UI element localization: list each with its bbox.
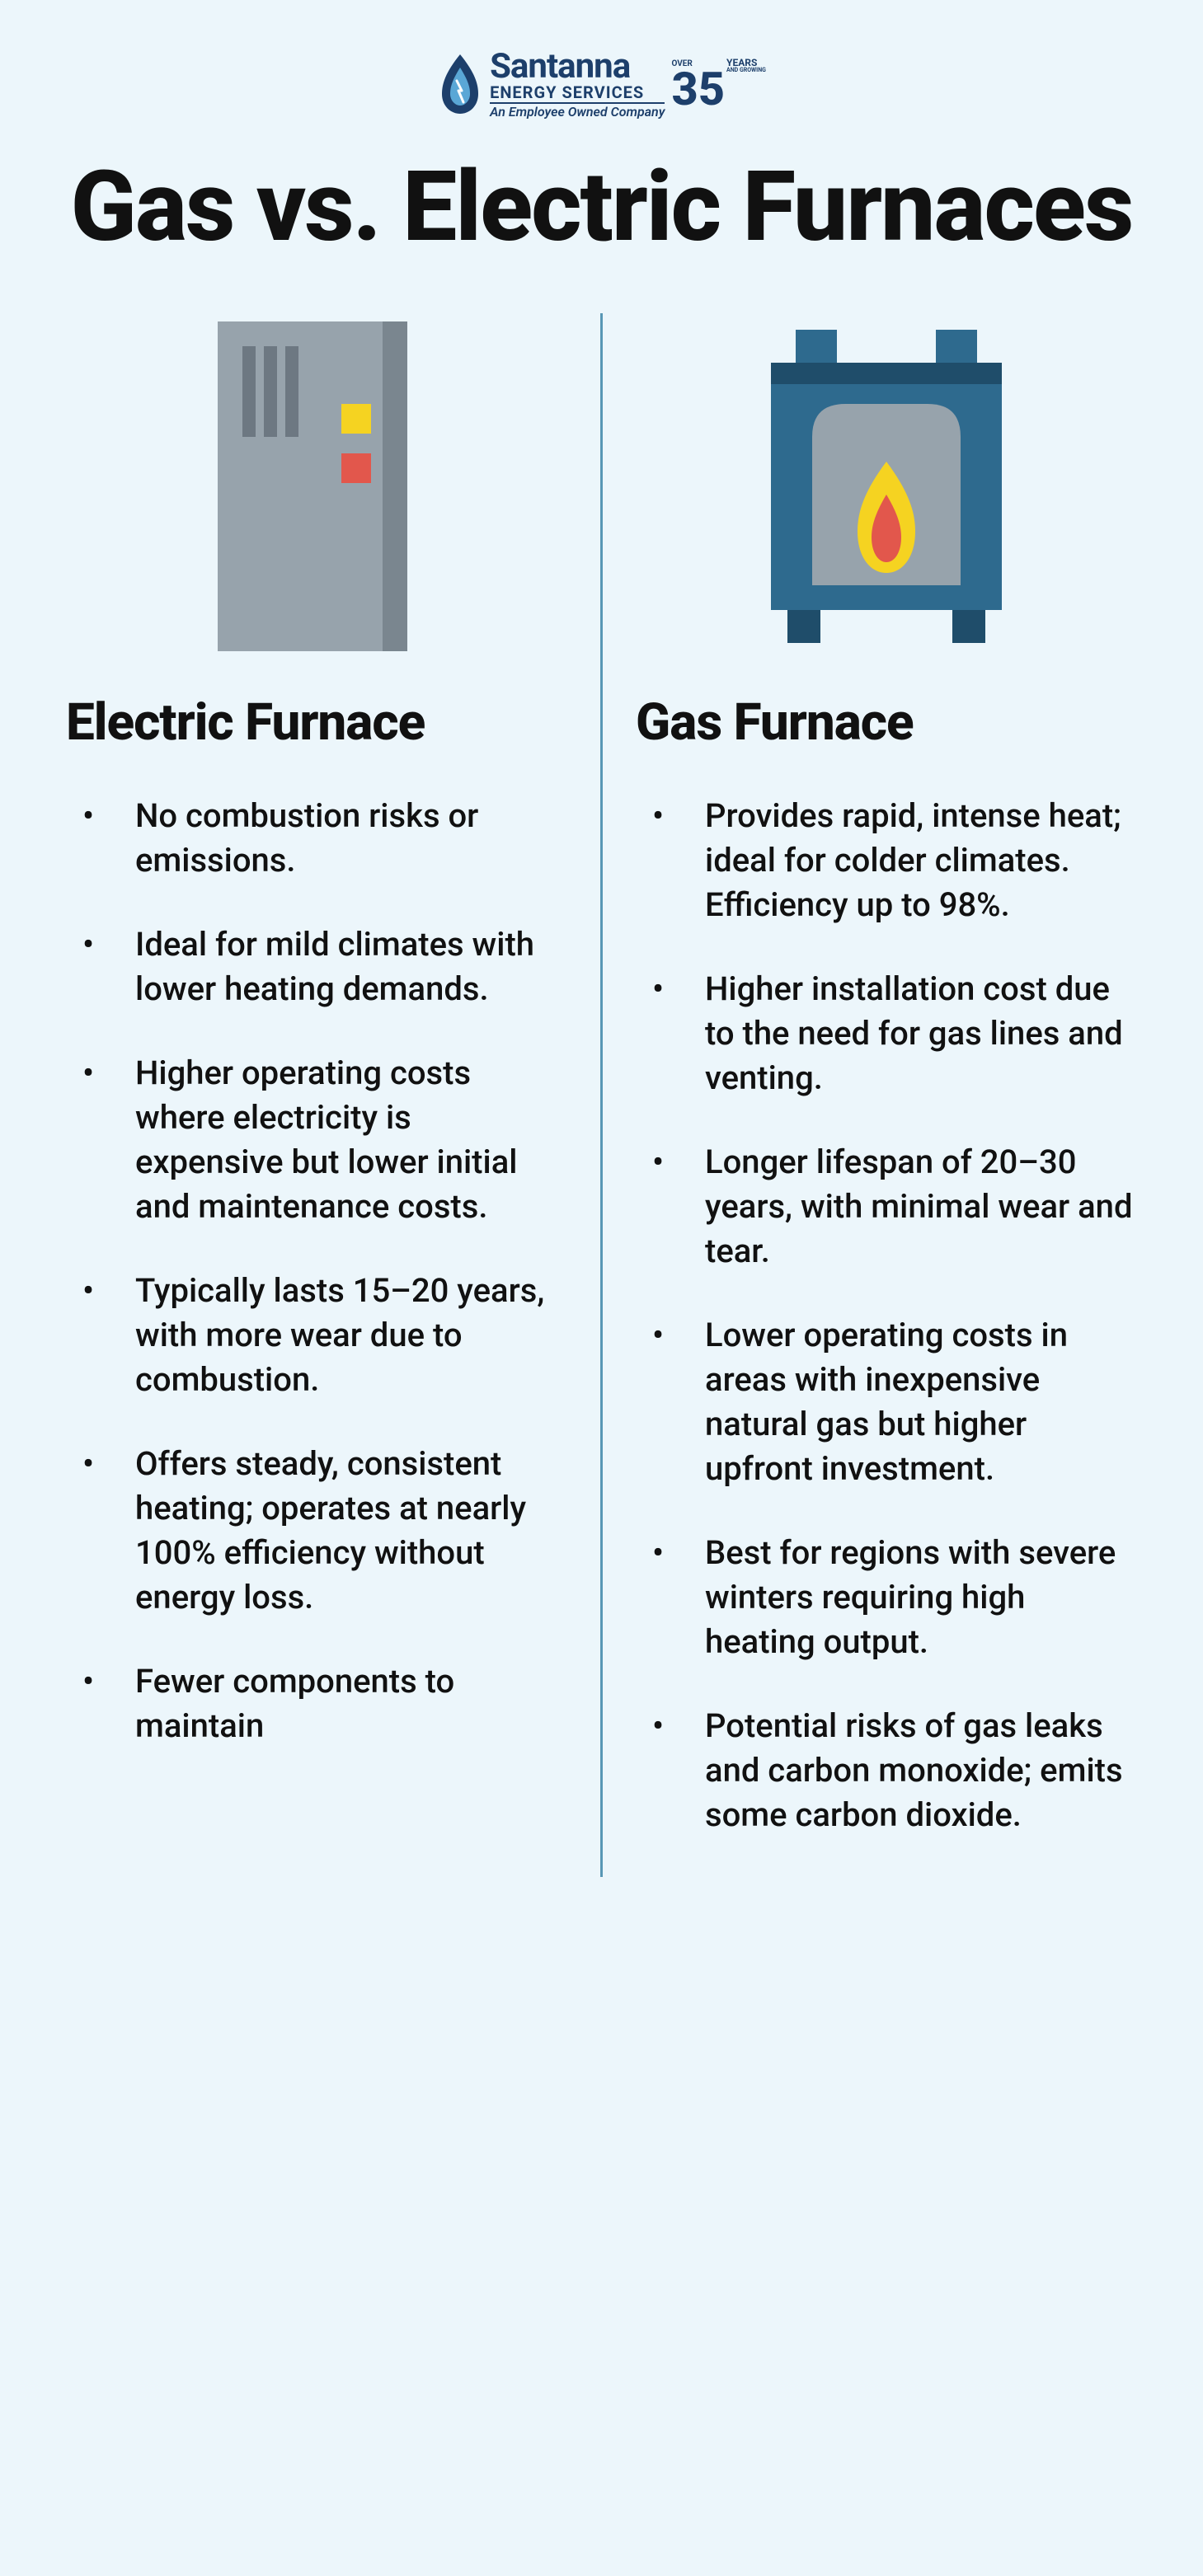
list-item: Best for regions with severe winters req… <box>652 1531 1137 1664</box>
column-divider <box>600 313 603 1877</box>
list-item: Provides rapid, intense heat; ideal for … <box>652 794 1137 927</box>
gas-points-list: Provides rapid, intense heat; ideal for … <box>636 794 1137 1837</box>
flame-icon <box>437 53 483 115</box>
company-logo: Santanna ENERGY SERVICES An Employee Own… <box>437 49 766 119</box>
logo-years-badge: OVER 35 YEARS AND GROWING <box>671 58 766 110</box>
list-item: Longer lifespan of 20–30 years, with min… <box>652 1140 1137 1274</box>
list-item: Offers steady, consistent heating; opera… <box>82 1442 567 1620</box>
list-item: Fewer components to maintain <box>82 1659 567 1748</box>
logo-area: Santanna ENERGY SERVICES An Employee Own… <box>33 49 1170 119</box>
list-item: Higher operating costs where electricity… <box>82 1051 567 1229</box>
logo-company-line2: ENERGY SERVICES <box>490 84 665 101</box>
page-title: Gas vs. Electric Furnaces <box>33 152 1170 264</box>
list-item: Higher installation cost due to the need… <box>652 967 1137 1100</box>
electric-column: Electric Furnace No combustion risks or … <box>41 313 592 1877</box>
comparison-columns: Electric Furnace No combustion risks or … <box>33 313 1170 1877</box>
gas-heading: Gas Furnace <box>636 692 1137 753</box>
electric-furnace-icon <box>66 313 567 659</box>
list-item: Ideal for mild climates with lower heati… <box>82 922 567 1011</box>
list-item: Typically lasts 15–20 years, with more w… <box>82 1269 567 1402</box>
electric-heading: Electric Furnace <box>66 692 567 753</box>
badge-number: 35 <box>671 68 725 110</box>
badge-growing: AND GROWING <box>726 68 766 73</box>
logo-company-name: Santanna <box>490 49 665 84</box>
list-item: Potential risks of gas leaks and carbon … <box>652 1704 1137 1837</box>
logo-tagline: An Employee Owned Company <box>490 102 665 119</box>
gas-furnace-icon <box>636 313 1137 659</box>
list-item: No combustion risks or emissions. <box>82 794 567 883</box>
gas-column: Gas Furnace Provides rapid, intense heat… <box>611 313 1162 1877</box>
list-item: Lower operating costs in areas with inex… <box>652 1313 1137 1491</box>
electric-points-list: No combustion risks or emissions. Ideal … <box>66 794 567 1748</box>
